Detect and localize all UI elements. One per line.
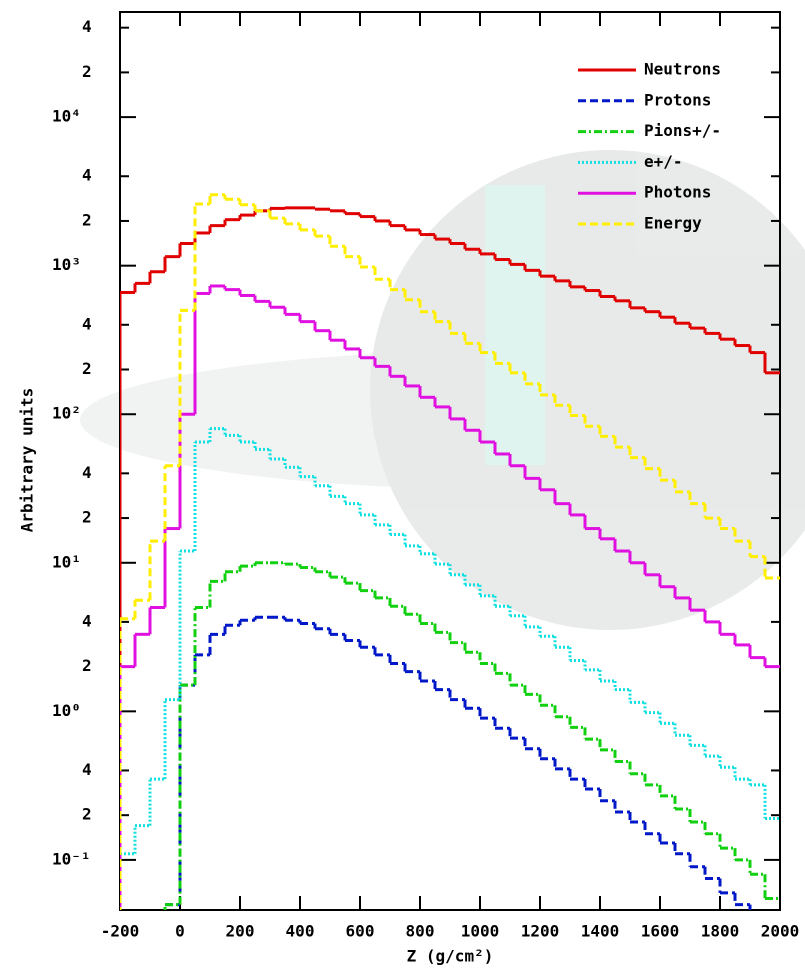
y-tick-label: 2 (82, 508, 92, 527)
y-tick-label: 2 (82, 210, 92, 229)
y-tick-label: 10¹ (52, 552, 81, 571)
x-tick-label: 200 (226, 922, 255, 941)
y-tick-label: 10⁴ (52, 107, 81, 126)
y-tick-label: 10⁻¹ (52, 849, 91, 868)
x-tick-label: 1400 (581, 922, 620, 941)
y-tick-label: 2 (82, 805, 92, 824)
y-tick-label: 10² (52, 404, 81, 423)
x-tick-label: 0 (175, 922, 185, 941)
x-tick-label: 600 (346, 922, 375, 941)
x-tick-label: 2000 (761, 922, 800, 941)
y-tick-label: 4 (82, 760, 92, 779)
y-axis-title: Arbitrary units (18, 388, 37, 533)
x-tick-label: 1600 (641, 922, 680, 941)
y-tick-label: 10⁰ (52, 701, 81, 720)
legend-label: e+/- (644, 152, 683, 171)
watermark-letter (485, 185, 545, 465)
y-tick-label: 4 (82, 314, 92, 333)
x-tick-label: -200 (101, 922, 140, 941)
y-tick-label: 4 (82, 463, 92, 482)
y-tick-label: 10³ (52, 255, 81, 274)
y-tick-label: 2 (82, 359, 92, 378)
legend-label: Energy (644, 214, 702, 233)
y-tick-label: 2 (82, 62, 92, 81)
legend-label: Protons (644, 90, 711, 109)
legend-label: Pions+/- (644, 121, 721, 140)
y-tick-label: 2 (82, 656, 92, 675)
legend-label: Neutrons (644, 60, 721, 79)
y-tick-label: 4 (82, 166, 92, 185)
y-tick-label: 4 (82, 611, 92, 630)
watermark-sphere (370, 150, 805, 630)
watermark-ring (80, 350, 805, 490)
x-tick-label: 1000 (461, 922, 500, 941)
x-tick-label: 1200 (521, 922, 560, 941)
y-tick-label: 4 (82, 17, 92, 36)
plot-area (120, 193, 780, 910)
x-tick-label: 400 (286, 922, 315, 941)
watermark (80, 150, 805, 630)
x-tick-label: 800 (406, 922, 435, 941)
x-tick-label: 1800 (701, 922, 740, 941)
x-axis-title: Z (g/cm²) (407, 947, 494, 966)
legend-label: Photons (644, 183, 711, 202)
